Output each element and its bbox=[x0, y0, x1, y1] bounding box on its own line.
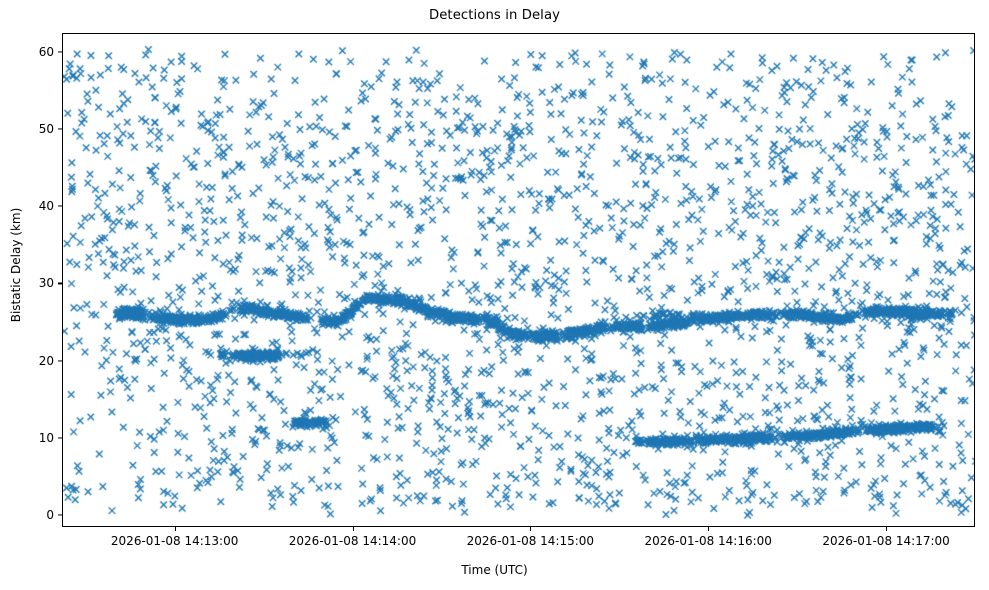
x-tick-mark bbox=[352, 527, 354, 531]
x-tick-mark bbox=[886, 527, 888, 531]
y-tick-mark bbox=[58, 437, 62, 439]
y-tick-mark bbox=[58, 514, 62, 516]
x-tick-mark bbox=[530, 527, 532, 531]
y-tick-label: 40 bbox=[38, 199, 54, 214]
x-tick-marks bbox=[62, 527, 975, 533]
x-tick-mark bbox=[174, 527, 176, 531]
y-tick-mark bbox=[58, 128, 62, 130]
x-tick-label: 2026-01-08 14:17:00 bbox=[822, 534, 950, 548]
x-tick-mark bbox=[708, 527, 710, 531]
y-tick-label: 10 bbox=[38, 430, 54, 445]
y-tick-marks bbox=[0, 33, 62, 527]
scatter-plot-canvas bbox=[63, 34, 974, 526]
x-axis-label: Time (UTC) bbox=[461, 563, 528, 577]
plot-axes-area bbox=[62, 33, 975, 527]
x-tick-label: 2026-01-08 14:14:00 bbox=[288, 534, 417, 548]
y-tick-mark bbox=[58, 282, 62, 284]
y-tick-label: 60 bbox=[38, 45, 54, 60]
y-tick-label: 20 bbox=[38, 353, 54, 368]
x-tick-labels: 2026-01-08 14:13:00 2026-01-08 14:14:00 20… bbox=[0, 534, 989, 554]
x-tick-label: 2026-01-08 14:13:00 bbox=[110, 534, 239, 548]
x-tick-label: 2026-01-08 14:16:00 bbox=[644, 534, 772, 548]
chart-title: Detections in Delay bbox=[428, 8, 561, 23]
y-tick-label: 50 bbox=[38, 122, 54, 137]
y-tick-mark bbox=[58, 205, 62, 207]
y-tick-label: 0 bbox=[46, 507, 54, 522]
y-tick-labels: 0 10 20 30 40 50 60 bbox=[0, 33, 54, 527]
y-tick-mark bbox=[58, 359, 62, 362]
x-tick-label: 2026-01-08 14:15:00 bbox=[466, 534, 595, 548]
y-tick-label: 30 bbox=[38, 276, 54, 291]
y-tick-mark bbox=[58, 51, 62, 53]
